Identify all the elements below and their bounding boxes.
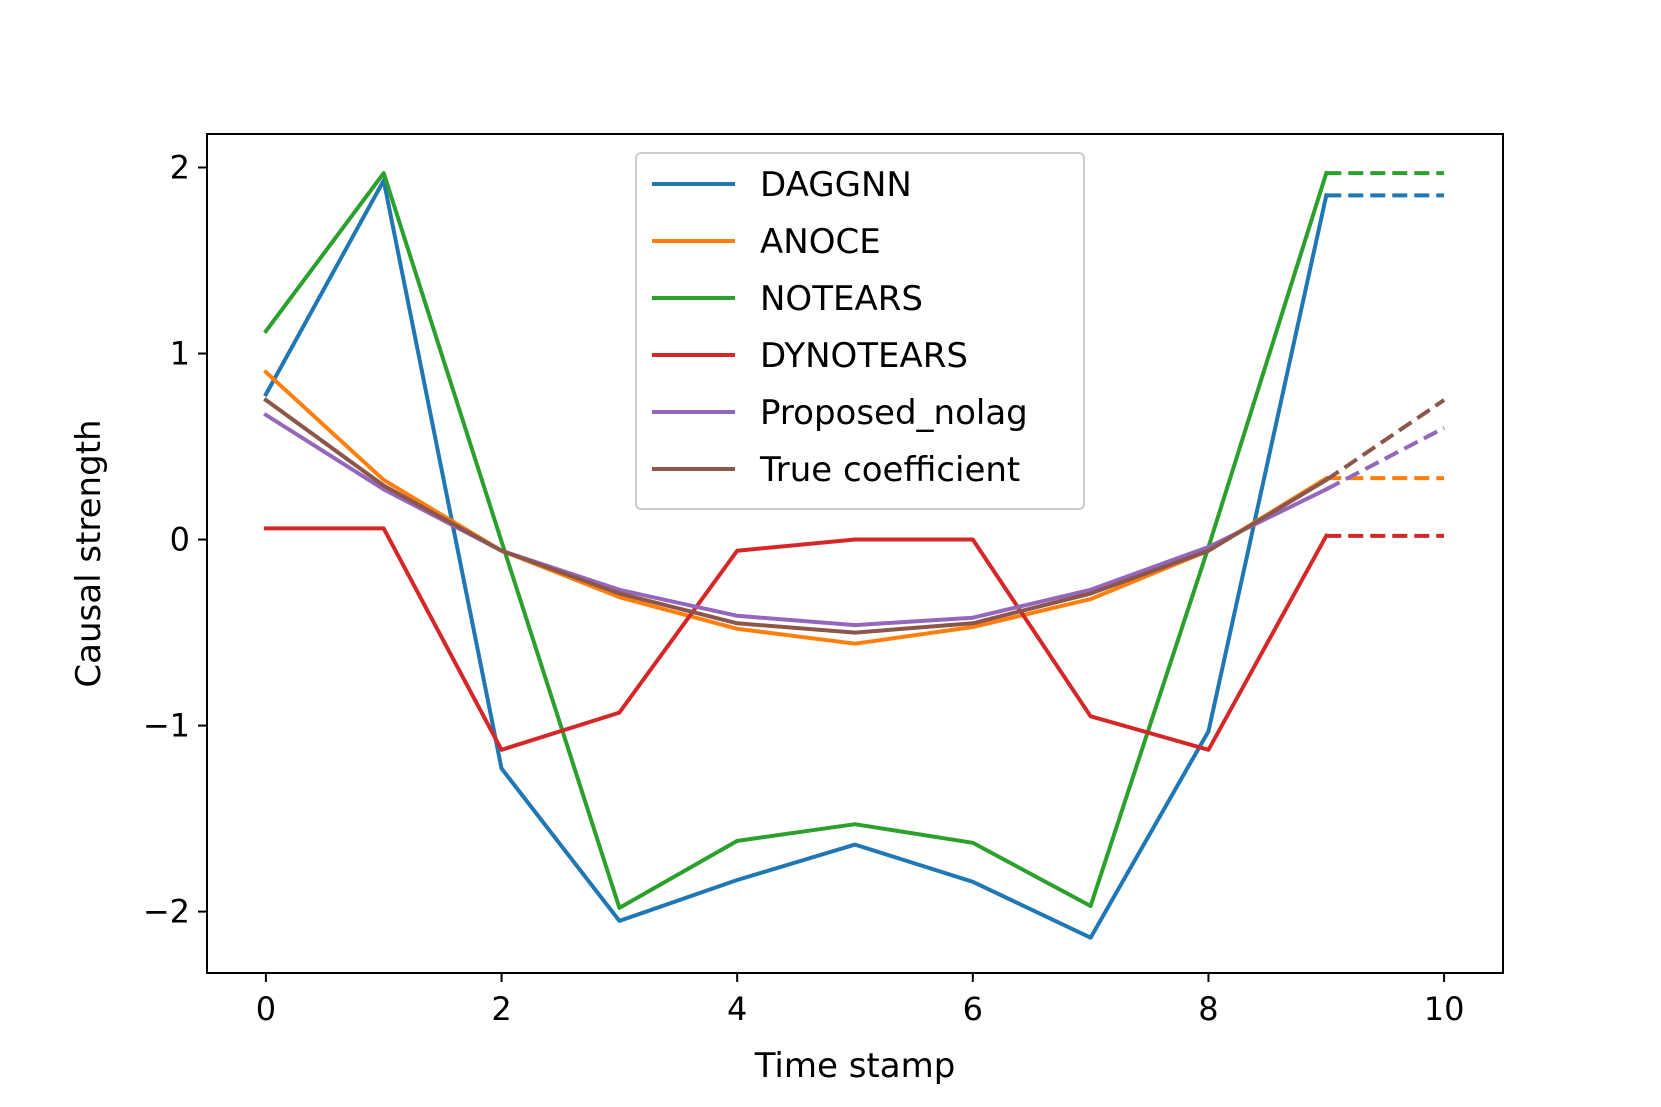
legend: DAGGNN ANOCE NOTEARS DYNOTEARS Proposed_nola… [635,152,1085,510]
y-tick-label: 1 [170,335,190,373]
y-tick-label: −1 [143,707,190,745]
legend-label: True coefficient [759,450,1020,490]
series-extension-proposed-nolag [1325,426,1446,492]
x-axis: 0 2 4 6 8 10 [256,973,1465,1028]
series-line-anoce [263,369,1330,646]
x-tick-label: 10 [1424,990,1465,1028]
series-layer [263,170,1446,940]
legend-label: DAGGNN [760,165,912,205]
series-line-notears [263,170,1329,910]
y-tick-label: 2 [170,148,190,186]
y-tick-label: −2 [143,893,190,931]
legend-box [635,152,1085,510]
legend-label: ANOCE [760,222,881,262]
x-tick-label: 6 [963,990,983,1028]
x-axis-label: Time stamp [754,1046,956,1086]
series-line-daggnn [263,178,1329,940]
x-tick-label: 4 [727,990,747,1028]
series-line-dynotears [263,526,1330,752]
x-tick-label: 2 [491,990,511,1028]
plot-frame [206,133,1504,974]
legend-label: NOTEARS [760,279,923,319]
series-line-true-coefficient [263,397,1330,635]
y-axis: 2 1 0 −1 −2 [143,148,207,931]
legend-label: DYNOTEARS [760,336,968,376]
series-extension-true-coefficient [1325,398,1446,482]
legend-label: Proposed_nolag [760,393,1028,433]
x-tick-label: 8 [1198,990,1218,1028]
y-axis-label: Causal strength [69,419,109,687]
y-tick-label: 0 [170,521,190,559]
x-tick-label: 0 [256,990,276,1028]
